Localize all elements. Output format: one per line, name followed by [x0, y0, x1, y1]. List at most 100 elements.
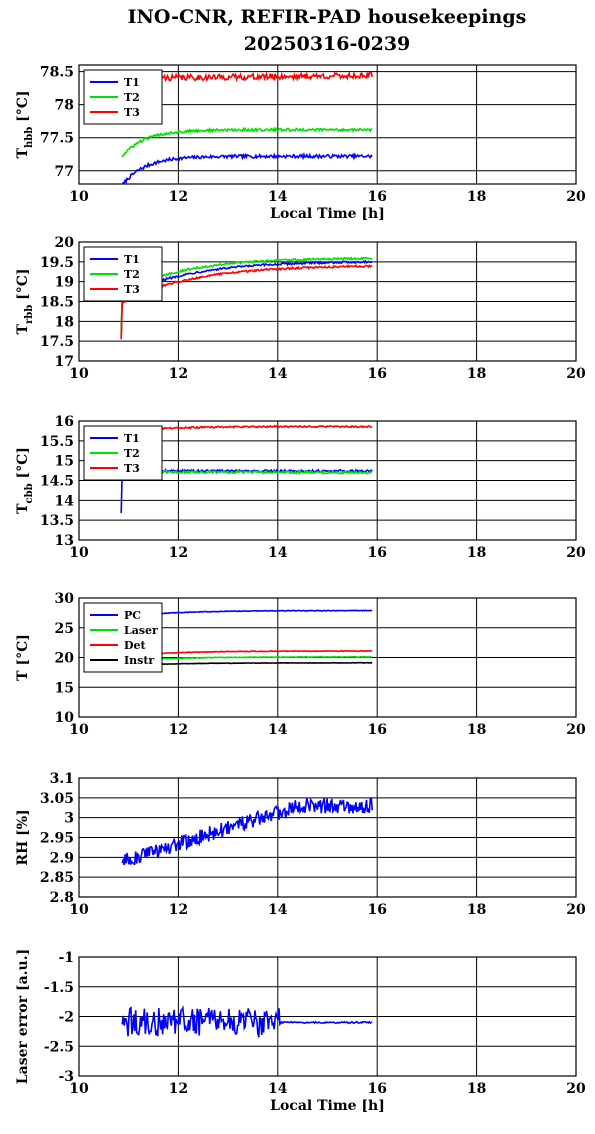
y-axis-label-unit: [°C] [15, 91, 31, 127]
x-tick-label: 16 [367, 902, 386, 918]
x-tick-label: 16 [367, 1081, 386, 1097]
series-line-t3 [120, 263, 373, 340]
x-tick-label: 18 [467, 545, 486, 561]
series-line-t2 [120, 256, 373, 334]
x-tick-label: 10 [69, 189, 89, 205]
y-axis-label-main: T [15, 323, 31, 334]
y-axis-label: Laser error [a.u.] [15, 949, 31, 1084]
y-tick-label: 77.5 [40, 131, 74, 147]
y-tick-label: 78.5 [40, 65, 74, 81]
series-line-t3 [122, 424, 373, 434]
y-tick-label: 25 [55, 621, 74, 637]
x-tick-label: 10 [69, 902, 89, 918]
series-line-t1 [120, 259, 373, 338]
series-line-det [122, 649, 373, 658]
plot-frame [78, 241, 577, 362]
y-tick-label: 17.5 [40, 334, 74, 350]
chart-panel-6: 10 12 14 16 18 20 -3 -2.5 -2 -1.5 -1 Local Time [h]… [15, 949, 586, 1114]
y-tick-label: 2.8 [50, 890, 74, 906]
x-tick-label: 14 [268, 545, 288, 561]
y-axis-label-sub: cbb [24, 483, 35, 503]
chart-panel-3: 10 12 14 16 18 20 13 13.5 14 14.5 15 15.5 16 Tcbb [°C… [15, 414, 586, 561]
y-axis-label-main: T [°C] [15, 634, 31, 681]
legend-label: T3 [124, 283, 140, 296]
x-tick-label: 10 [69, 1081, 89, 1097]
x-axis-label: Local Time [h] [270, 1098, 385, 1114]
legend-label: T2 [124, 91, 140, 104]
y-tick-label: 19 [55, 275, 74, 291]
y-tick-label: 14.5 [40, 474, 74, 490]
y-axis-label-main: T [15, 503, 31, 514]
plot-frame [78, 597, 577, 718]
x-tick-label: 12 [169, 366, 188, 382]
y-tick-label: 17 [55, 354, 74, 370]
series-line-data [121, 1004, 373, 1038]
x-tick-label: 14 [268, 366, 288, 382]
y-axis-label-sub: hbb [24, 127, 35, 148]
y-tick-label: 20 [55, 235, 75, 251]
series-line-data [121, 797, 373, 866]
y-axis-label: Tcbb [°C] [15, 447, 35, 514]
legend-label: T1 [124, 432, 140, 445]
chart-panel-5: 10 12 14 16 18 20 2.8 2.85 2.9 2.95 3 3.05 3.1 RH [%] [15, 771, 586, 918]
y-tick-label: 2.85 [40, 870, 74, 886]
plot-frame [78, 420, 577, 541]
y-axis-label-unit: [°C] [15, 269, 31, 305]
legend-label: T3 [124, 106, 140, 119]
plot-frame [78, 777, 577, 898]
y-tick-label: 30 [55, 591, 75, 607]
legend-label: Instr [124, 654, 154, 667]
x-tick-label: 20 [566, 545, 586, 561]
y-tick-label: -3 [58, 1069, 74, 1085]
x-tick-label: 12 [169, 1081, 188, 1097]
y-axis-label-main: Laser error [a.u.] [15, 949, 31, 1084]
y-tick-label: 78 [55, 98, 74, 114]
y-tick-label: 10 [55, 710, 75, 726]
legend-label: T2 [124, 447, 140, 460]
series-line-pc [122, 609, 373, 618]
x-tick-label: 16 [367, 189, 386, 205]
y-tick-label: 20 [55, 651, 75, 667]
y-tick-label: 15 [55, 680, 74, 696]
legend-label: T1 [124, 253, 140, 266]
series-line-laser [121, 655, 373, 662]
figure-title-line1: INO-CNR, REFIR-PAD housekeepings [128, 6, 527, 28]
x-tick-label: 18 [467, 722, 486, 738]
y-axis-label-sub: rbb [24, 305, 35, 324]
x-tick-label: 20 [566, 1081, 586, 1097]
x-tick-label: 12 [169, 189, 188, 205]
y-axis-label: Trbb [°C] [15, 269, 35, 335]
y-tick-label: 15.5 [40, 434, 74, 450]
y-tick-label: 77 [55, 164, 74, 180]
y-tick-label: 14 [55, 493, 75, 509]
x-tick-label: 20 [566, 902, 586, 918]
x-tick-label: 18 [467, 902, 486, 918]
y-tick-label: 3.05 [40, 791, 74, 807]
legend-label: T3 [124, 462, 140, 475]
x-tick-label: 18 [467, 189, 486, 205]
y-axis-label: RH [%] [15, 809, 31, 865]
series-line-t3 [121, 71, 373, 84]
x-tick-label: 12 [169, 722, 188, 738]
panels-group: 10 12 14 16 18 20 77 77.5 78 78.5 Local Time [h] Th… [15, 64, 586, 1114]
y-axis-label-unit: [°C] [15, 447, 31, 483]
y-axis-label-main: RH [%] [15, 809, 31, 865]
x-tick-label: 20 [566, 722, 586, 738]
legend-label: Det [124, 639, 147, 652]
x-tick-label: 10 [69, 545, 89, 561]
x-tick-label: 10 [69, 722, 89, 738]
x-tick-label: 20 [566, 366, 586, 382]
series-line-t2 [121, 126, 373, 158]
x-tick-label: 16 [367, 545, 386, 561]
plot-frame [78, 64, 577, 185]
y-tick-label: 2.95 [40, 831, 74, 847]
x-tick-label: 12 [169, 902, 188, 918]
y-axis-label-main: T [15, 147, 31, 158]
y-tick-label: -2 [58, 1010, 74, 1026]
y-axis-label: T [°C] [15, 634, 31, 681]
x-tick-label: 18 [467, 366, 486, 382]
y-tick-label: 3 [64, 811, 74, 827]
chart-panel-2: 10 12 14 16 18 20 17 17.5 18 18.5 19 19.5 20 Trbb [°C… [15, 235, 586, 382]
y-tick-label: 15 [55, 454, 74, 470]
